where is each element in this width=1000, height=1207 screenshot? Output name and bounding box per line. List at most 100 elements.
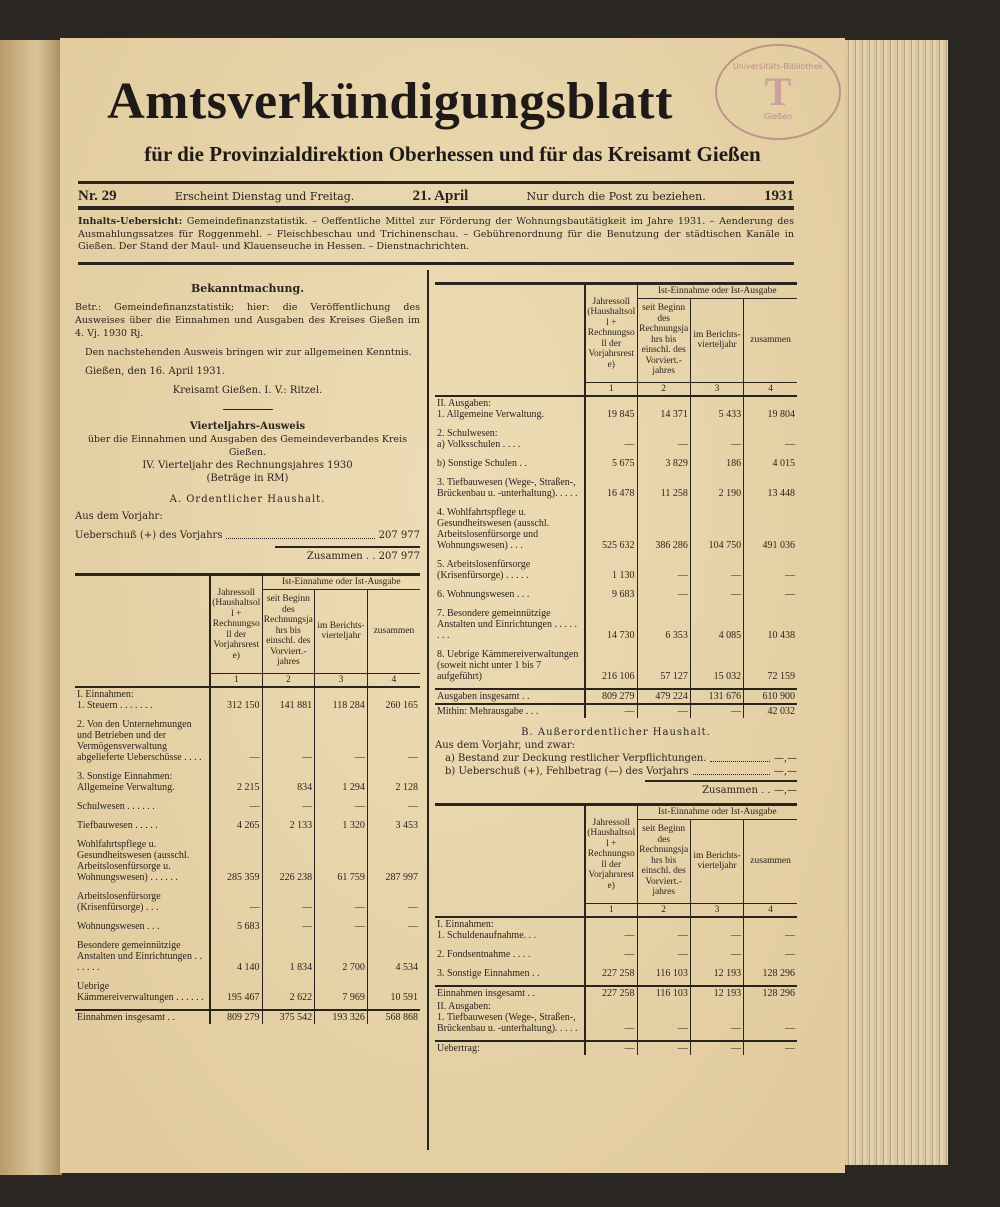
table-body: I. Einnahmen: 1. Steuern . . . . . . . 31… [75,687,420,1024]
header-col1: Jahressoll (Haushaltsoll + Rechnungsoll … [584,283,637,383]
cell-value: 285 359 [209,838,262,884]
header-col1: Jahressoll (Haushaltsoll + Rechnungsoll … [209,574,262,674]
cell-value: 610 900 [743,688,797,704]
row-label: II. Ausgaben: 1. Tiefbauwesen (Wege-, St… [437,1001,578,1034]
spacer-cell [314,1004,368,1010]
table-row: Uebrige Kämmereiverwaltungen . . . . . .… [75,980,420,1004]
cell-value: 193 326 [314,1009,368,1024]
cell-value: 260 165 [366,687,420,712]
table-row: II. Ausgaben: 1. Tiefbauwesen (Wege-, St… [435,1000,797,1035]
column-number: 1 [209,673,262,688]
surplus-label: Ueberschuß (+) des Vorjahrs [75,530,223,541]
spacer-cell [584,1035,637,1041]
b-total-label: Zusammen . . [702,785,771,796]
header-group: Ist-Einnahme oder Ist-Ausgabe [261,574,420,590]
spacer-cell [209,794,262,800]
spacer-cell [209,933,262,939]
spacer-cell [584,582,637,588]
cell-value: 216 106 [584,648,637,683]
cell-value: — [209,718,262,764]
row-label: 4. Wohlfahrtspflege u. Gesundheitswesen … [437,507,550,551]
row-spacer [435,980,797,986]
cell-value: — [689,1000,744,1035]
report-subtitle: über die Einnahmen und Ausgaben des Geme… [87,434,408,458]
header-col4: zusammen [743,298,797,383]
spacer-cell [689,500,744,506]
table-body: I. Einnahmen: 1. Schuldenaufnahme. . . — —… [435,917,797,1055]
cell-value: 2 190 [689,476,744,500]
table-row: Uebertrag: — — — — [435,1040,797,1055]
row-spacer [435,552,797,558]
cell-value: — [314,800,368,813]
cell-value: — [584,427,637,451]
notice-subject: Betr.: Gemeindefinanzstatistik; hier: di… [75,302,420,339]
spacer-cell [636,642,691,648]
header-row: Jahressoll (Haushaltsoll + Rechnungsoll … [435,283,797,397]
cell-value: — [689,427,744,451]
column-number: 2 [636,382,691,397]
spacer-cell [261,933,315,939]
table-row: 2. Von den Unternehmungen und Betrieben … [75,718,420,764]
header-col3: im Berichts-vierteljahr [689,298,744,383]
table-row: Schulwesen . . . . . . — — — — [75,800,420,813]
header-col4: zusammen [366,589,420,674]
cell-value: 4 015 [743,457,797,470]
spacer-cell [743,961,797,967]
cell-value: — [584,948,637,961]
cell-value: 116 103 [636,967,691,980]
masthead-subtitle: für die Provinzialdirektion Oberhessen u… [144,142,761,166]
row-spacer [75,813,420,819]
spacer-cell [743,500,797,506]
spacer-cell [209,1004,262,1010]
b-a-row: a) Bestand zur Deckung restlicher Verpfl… [435,752,797,765]
cell-value: — [366,920,420,933]
table-of-contents: Inhalts-Uebersicht: Gemeindefinanzstatis… [78,216,794,254]
spacer-cell [584,942,637,948]
spacer-cell [689,980,744,986]
cell-value: — [743,558,797,582]
spacer-cell [689,451,744,457]
row-label: 2. Von den Unternehmungen und Betrieben … [77,719,202,763]
cell-value: 141 881 [261,687,315,712]
cell-value: 16 478 [584,476,637,500]
cell-value: — [366,890,420,914]
cell-value: 4 534 [366,939,420,974]
cell-value: 5 683 [209,920,262,933]
table-row: 3. Sonstige Einnahmen: Allgemeine Verwal… [75,770,420,794]
report-units: (Beträge in RM) [206,473,289,484]
b-total-value: —,— [773,785,797,796]
spacer-cell [366,914,420,920]
row-spacer [75,974,420,980]
cell-value: 5 675 [584,457,637,470]
spacer-cell [689,961,744,967]
spacer-cell [584,683,637,689]
spacer-cell [366,1004,420,1010]
row-label: 2. Schulwesen: a) Volksschulen . . . . [437,428,521,450]
row-label: 7. Besondere gemeinnützige Anstalten und… [437,608,577,641]
total-row: Zusammen . . 207 977 [275,546,420,563]
cell-value: 57 127 [636,648,691,683]
spacer-cell [743,582,797,588]
cell-value: 19 845 [584,396,637,421]
table-row: 2. Schulwesen: a) Volksschulen . . . . — —… [435,427,797,451]
cell-value: — [584,1000,637,1035]
spacer-cell [366,974,420,980]
cell-value: — [261,890,315,914]
cell-value: — [636,1000,691,1035]
spacer-cell [636,582,691,588]
issue-delivery: Nur durch die Post zu beziehen. [526,189,706,203]
row-spacer [435,500,797,506]
cell-value: — [584,703,637,718]
spacer-cell [584,470,637,476]
cell-value: 131 676 [689,688,744,704]
row-spacer [435,642,797,648]
cell-value: 226 238 [261,838,315,884]
cell-value: — [689,558,744,582]
header-col2: seit Beginn des Rechnungsjahrs bis einsc… [636,819,691,904]
left-column: Bekanntmachung. Betr.: Gemeindefinanzsta… [75,270,420,1024]
row-label: Einnahmen insgesamt . . [75,1009,210,1024]
cell-value: — [636,588,691,601]
spacer-cell [366,764,420,770]
spacer-cell [743,1035,797,1041]
dot-leader [226,538,375,539]
